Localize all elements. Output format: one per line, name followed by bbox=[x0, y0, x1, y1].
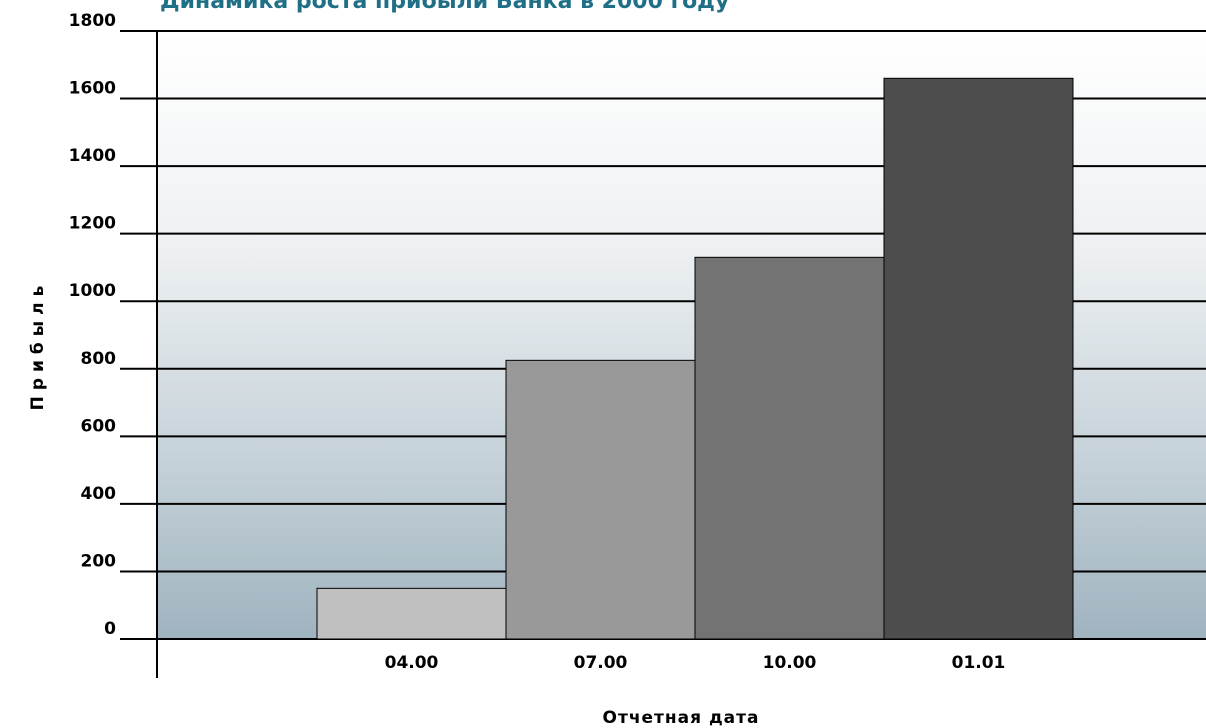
x-axis-label: Отчетная дата bbox=[603, 708, 760, 728]
y-axis-label: Прибыль bbox=[28, 280, 48, 411]
x-tick-label: 04.00 bbox=[385, 653, 439, 673]
chart-title: Динамика роста прибыли Банка в 2000 году bbox=[160, 0, 729, 14]
y-tick-label: 1000 bbox=[69, 281, 116, 301]
x-tick-label: 01.01 bbox=[952, 653, 1006, 673]
y-tick-label: 1200 bbox=[69, 214, 116, 234]
y-tick-label: 200 bbox=[81, 551, 117, 571]
bar bbox=[694, 256, 885, 640]
y-tick-label: 1800 bbox=[69, 11, 116, 31]
bar bbox=[883, 77, 1074, 640]
y-tick-label: 1400 bbox=[69, 146, 116, 166]
bar bbox=[505, 359, 696, 640]
x-tick-label: 10.00 bbox=[763, 653, 817, 673]
y-tick-label: 1600 bbox=[69, 79, 116, 99]
x-tick-label: 07.00 bbox=[574, 653, 628, 673]
y-tick-label: 800 bbox=[81, 349, 117, 369]
y-tick-label: 400 bbox=[81, 484, 117, 504]
bar bbox=[316, 587, 507, 640]
y-tick-label: 600 bbox=[81, 416, 117, 436]
y-tick-label: 0 bbox=[104, 619, 116, 639]
